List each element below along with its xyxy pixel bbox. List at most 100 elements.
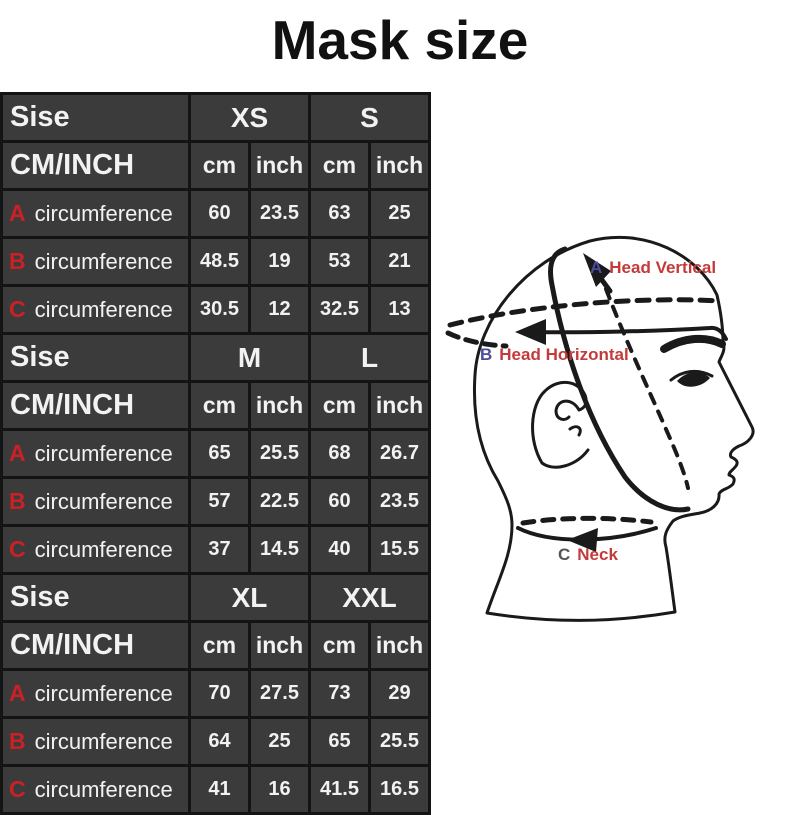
eye-drawing [677, 372, 710, 387]
neck-measure-dashed-line [520, 515, 654, 526]
label-a-text: Head Vertical [609, 258, 717, 277]
value-cell: 19 [247, 236, 312, 287]
neck-arrowhead [567, 528, 598, 552]
vertical-measure-line [548, 246, 691, 513]
value-cell: 16 [247, 764, 312, 815]
head-outline [472, 235, 755, 622]
value-cell: 68 [308, 428, 372, 479]
eyebrow-drawing [660, 334, 726, 353]
unit-cell: cm [188, 380, 251, 431]
measure-letter: B [9, 728, 26, 754]
value-cell: 73 [308, 668, 372, 719]
value-cell: 16.5 [368, 764, 432, 815]
measure-text: circumference [34, 249, 173, 274]
label-head-vertical: A Head Vertical [590, 258, 716, 278]
unit-header-row: CM/INCH cm inch cm inch [0, 620, 432, 671]
measure-letter: C [9, 776, 26, 802]
value-cell: 41 [188, 764, 251, 815]
size-header-row: Sise XS S [0, 92, 432, 143]
value-cell: 30.5 [188, 284, 251, 335]
value-cell: 29 [368, 668, 432, 719]
value-cell: 15.5 [368, 524, 432, 575]
size-cell-s: S [308, 92, 432, 143]
measure-letter: B [9, 488, 26, 514]
measure-text: circumference [34, 681, 173, 706]
size-cell-m: M [187, 332, 312, 383]
label-a-letter: A [590, 258, 603, 277]
value-cell: 40 [308, 524, 372, 575]
measure-letter: C [9, 536, 26, 562]
horizontal-arrow-shaft [524, 325, 728, 341]
label-c-letter: C [558, 545, 571, 564]
unit-header-row: CM/INCH cm inch cm inch [0, 380, 432, 431]
head-profile-drawing [445, 235, 755, 622]
measure-letter: A [9, 200, 26, 226]
value-cell: 23.5 [247, 188, 312, 239]
value-cell: 25.5 [247, 428, 312, 479]
value-cell: 48.5 [188, 236, 251, 287]
horizontal-measure-dashed-line [447, 297, 724, 328]
value-cell: 57 [188, 476, 251, 527]
horizontal-measure-dashed-return [445, 330, 509, 349]
measure-letter: B [9, 248, 26, 274]
unit-cell: inch [247, 140, 312, 191]
size-cell-xl: XL [187, 572, 312, 623]
measure-text: circumference [34, 729, 173, 754]
size-cell-xs: XS [187, 92, 312, 143]
unit-cell: cm [308, 620, 372, 671]
label-b-letter: B [480, 345, 493, 364]
unit-cell: cm [308, 380, 372, 431]
unit-cell: inch [247, 620, 312, 671]
measure-letter: A [9, 440, 26, 466]
measure-text: circumference [34, 201, 173, 226]
size-cell-xxl: XXL [308, 572, 432, 623]
value-cell: 37 [188, 524, 251, 575]
value-cell: 12 [247, 284, 312, 335]
measure-letter: C [9, 296, 26, 322]
measure-letter: A [9, 680, 26, 706]
unit-cell: cm [188, 140, 251, 191]
value-cell: 13 [368, 284, 432, 335]
label-c-text: Neck [577, 545, 618, 564]
unit-header-label: CM/INCH [0, 140, 191, 191]
label-neck: C Neck [558, 545, 618, 565]
measure-text: circumference [34, 777, 173, 802]
value-cell: 27.5 [247, 668, 312, 719]
unit-header-label: CM/INCH [0, 380, 191, 431]
size-header-row: Sise XL XXL [0, 572, 432, 623]
measure-text: circumference [34, 537, 173, 562]
label-head-horizontal: B Head Horizontal [480, 345, 629, 365]
value-cell: 32.5 [308, 284, 372, 335]
value-cell: 25.5 [368, 716, 432, 767]
value-cell: 64 [188, 716, 251, 767]
value-cell: 25 [368, 188, 432, 239]
value-cell: 65 [308, 716, 372, 767]
unit-cell: inch [368, 140, 432, 191]
value-cell: 63 [308, 188, 372, 239]
value-cell: 26.7 [368, 428, 432, 479]
value-cell: 53 [308, 236, 372, 287]
size-header-label: Sise [0, 572, 191, 623]
value-cell: 23.5 [368, 476, 432, 527]
size-cell-l: L [308, 332, 432, 383]
label-b-text: Head Horizontal [499, 345, 629, 364]
unit-cell: cm [188, 620, 251, 671]
size-header-label: Sise [0, 92, 191, 143]
value-cell: 14.5 [247, 524, 312, 575]
value-cell: 21 [368, 236, 432, 287]
